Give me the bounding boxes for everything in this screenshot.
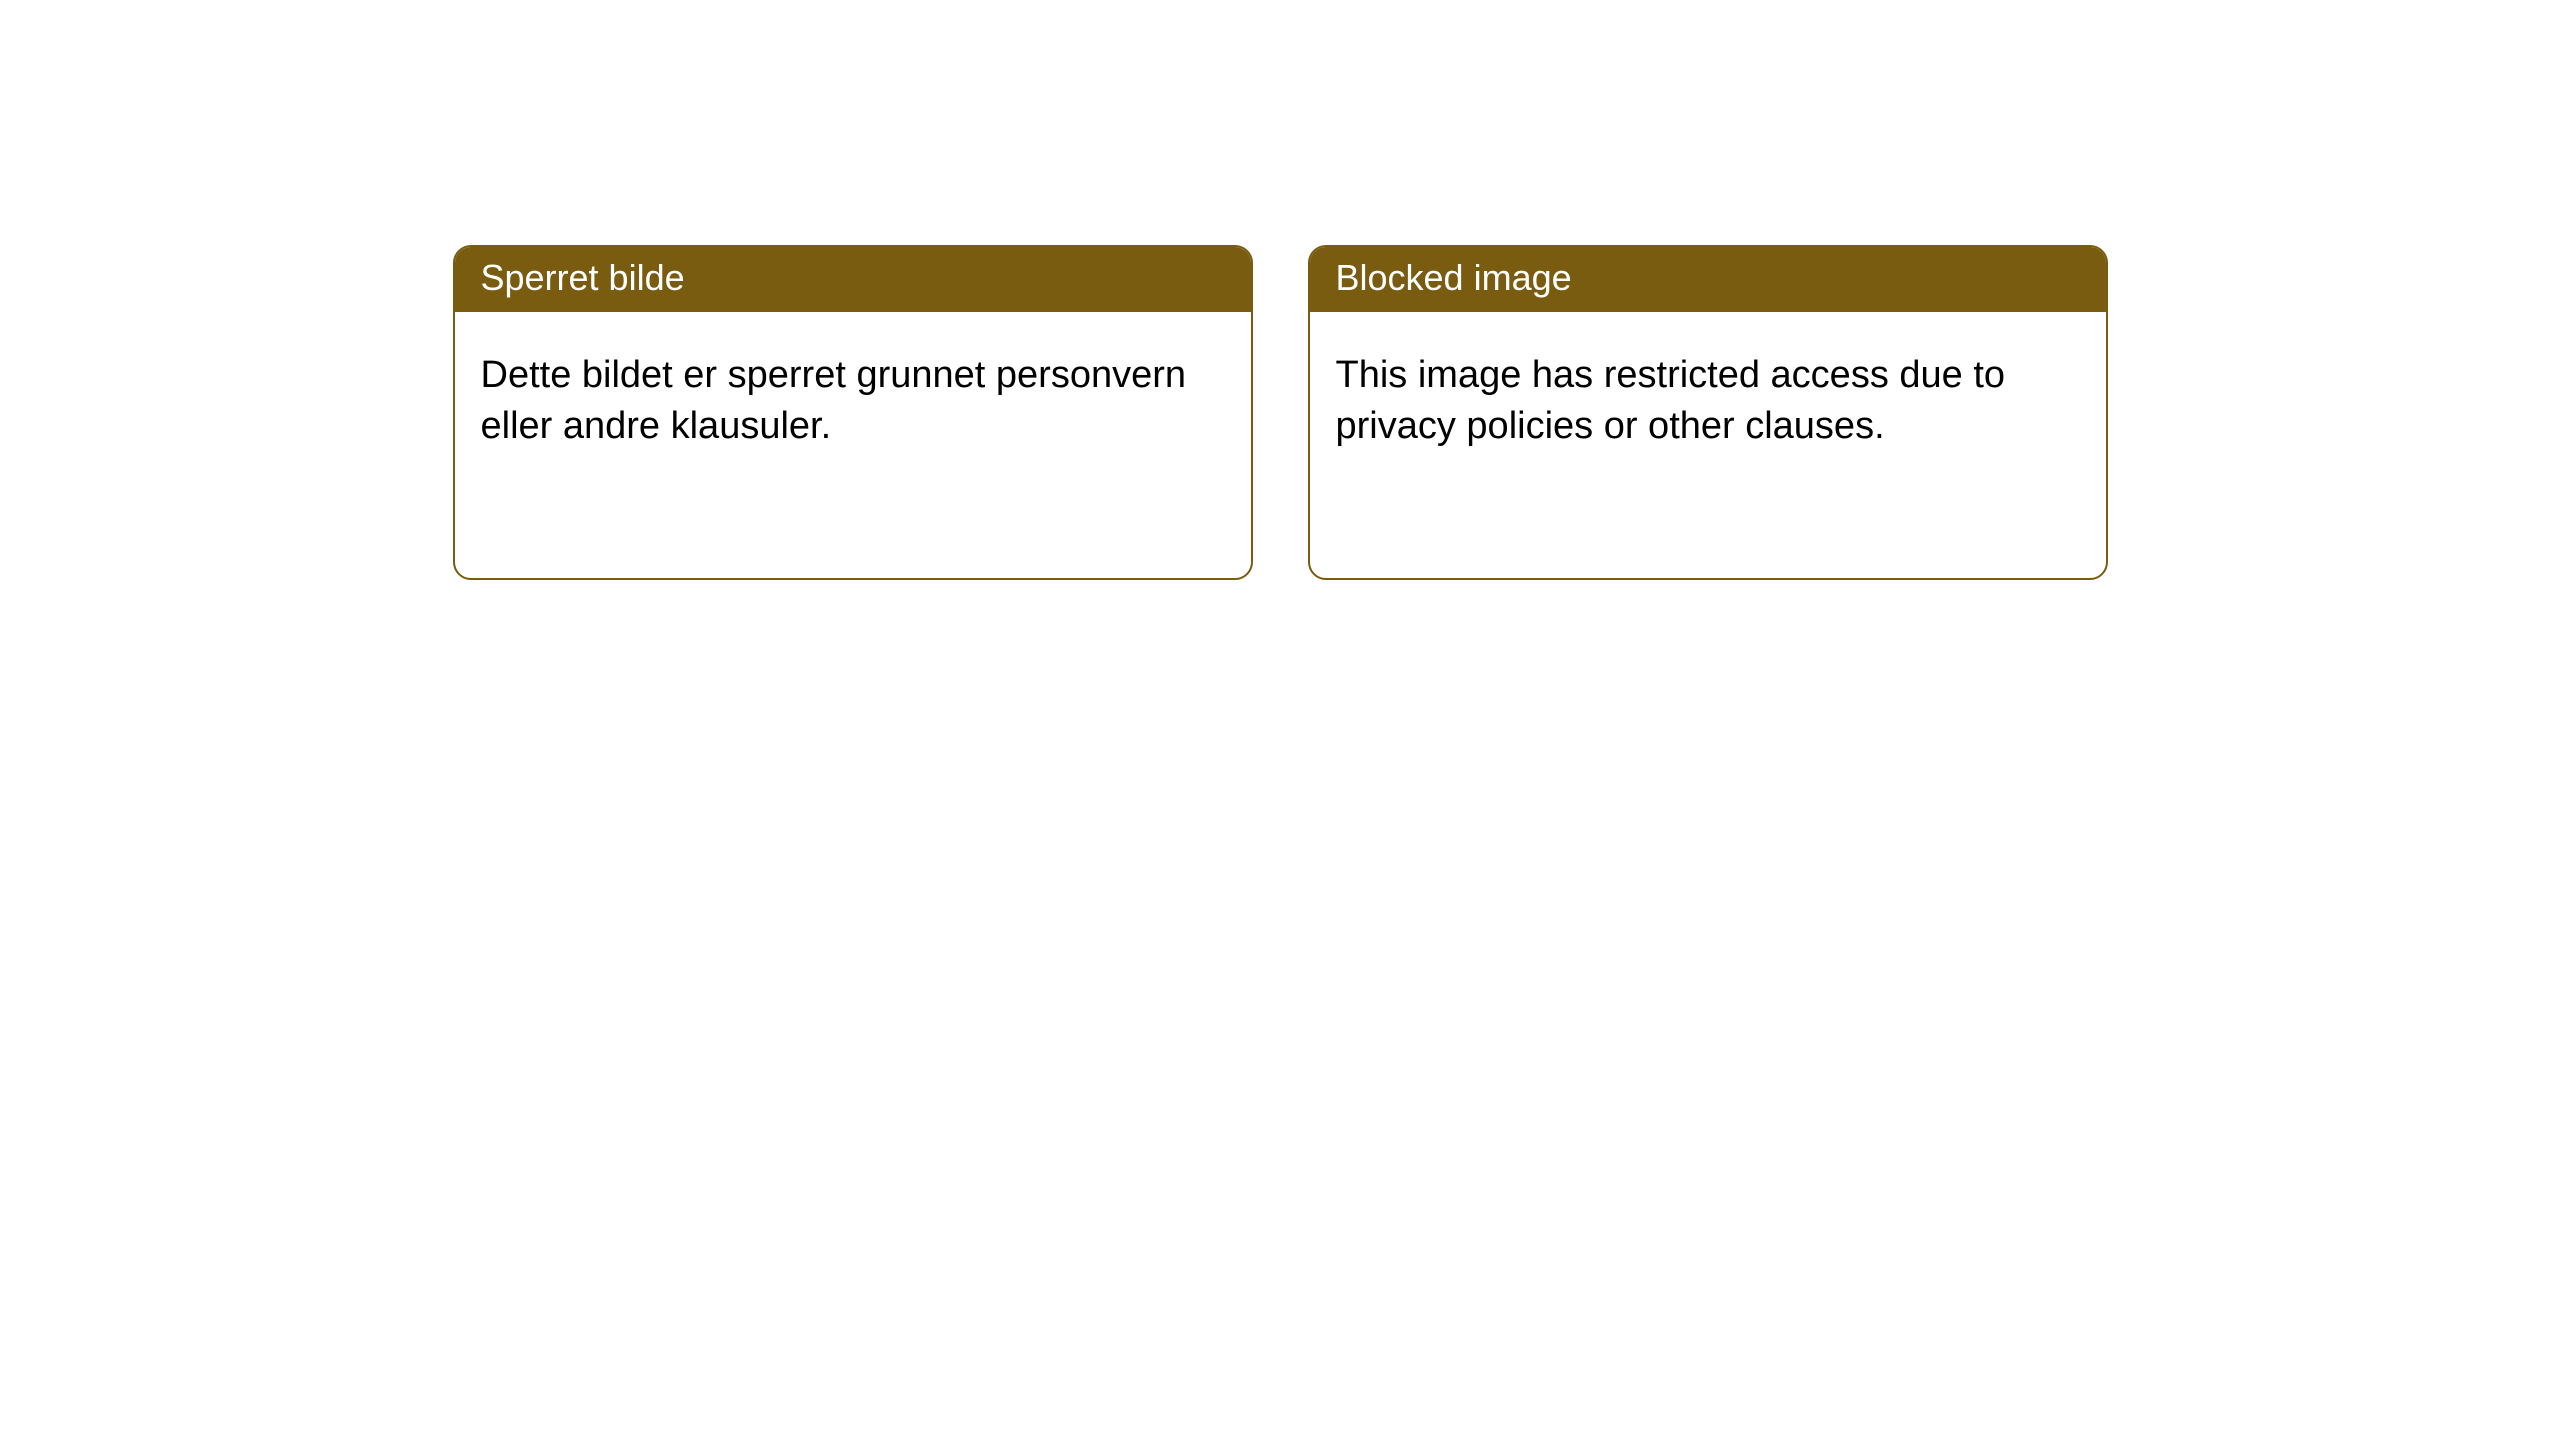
notice-body: This image has restricted access due to … [1310,312,2106,479]
notice-header: Sperret bilde [455,247,1251,312]
notice-box-english: Blocked image This image has restricted … [1308,245,2108,580]
notice-box-norwegian: Sperret bilde Dette bildet er sperret gr… [453,245,1253,580]
notice-container: Sperret bilde Dette bildet er sperret gr… [453,245,2108,1440]
notice-body: Dette bildet er sperret grunnet personve… [455,312,1251,479]
notice-header: Blocked image [1310,247,2106,312]
